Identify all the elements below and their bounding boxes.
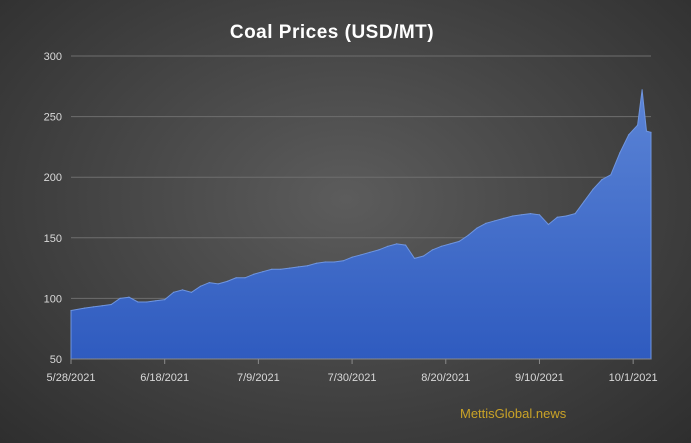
data-point (110, 303, 112, 306)
data-point (422, 255, 425, 257)
data-point (413, 257, 416, 259)
x-tick-label: 9/10/2021 (515, 372, 564, 384)
data-point (521, 214, 523, 216)
data-point (601, 179, 603, 181)
data-point (101, 305, 103, 307)
data-point (253, 273, 255, 275)
data-point (280, 268, 282, 270)
data-point (458, 240, 460, 242)
data-point (512, 215, 514, 217)
data-point (70, 309, 72, 312)
data-point (494, 220, 496, 222)
data-point (297, 266, 300, 268)
data-point (351, 256, 353, 258)
price-area (70, 89, 652, 360)
data-point (306, 265, 309, 267)
data-point (405, 244, 407, 246)
data-point (449, 243, 451, 245)
data-point (556, 216, 558, 218)
data-point (641, 89, 643, 91)
data-point (199, 285, 201, 287)
data-point (190, 291, 193, 293)
data-point (342, 260, 344, 262)
x-tick-label: 8/20/2021 (421, 372, 470, 384)
data-point (164, 299, 166, 301)
data-point (637, 124, 639, 126)
data-point (155, 300, 157, 302)
y-tick-label: 100 (44, 293, 62, 305)
x-tick-label: 5/28/2021 (47, 372, 96, 384)
data-point (529, 213, 532, 215)
data-point (324, 261, 326, 263)
data-point (387, 245, 389, 247)
x-tick-label: 6/18/2021 (140, 372, 189, 384)
data-point (369, 251, 371, 253)
data-point (574, 213, 576, 215)
data-point (538, 214, 541, 216)
data-point (650, 131, 652, 133)
data-point (271, 268, 273, 270)
data-point (485, 222, 487, 224)
data-point (378, 249, 380, 251)
data-point (440, 245, 442, 247)
data-point (119, 297, 121, 299)
data-point (181, 289, 184, 291)
data-point (396, 243, 398, 245)
data-point (315, 262, 317, 264)
data-point (137, 301, 139, 303)
data-point (467, 234, 469, 236)
data-point (146, 301, 148, 303)
data-point (235, 277, 237, 279)
data-point (619, 152, 621, 154)
series-area (70, 89, 652, 360)
data-point (503, 217, 505, 219)
data-point (226, 280, 228, 282)
y-tick-label: 150 (44, 233, 62, 245)
data-point (244, 277, 246, 279)
data-point (431, 249, 433, 251)
x-tick-label: 7/9/2021 (237, 372, 280, 384)
x-tick-label: 10/1/2021 (609, 372, 658, 384)
data-point (547, 223, 550, 226)
y-axis: 50 100 150 200 250 300 (44, 51, 62, 366)
data-point (173, 291, 175, 293)
x-axis: 5/28/2021 6/18/2021 7/9/2021 7/30/2021 8/20/… (47, 358, 658, 384)
x-tick-label: 7/30/2021 (328, 372, 377, 384)
data-point (610, 174, 612, 176)
y-tick-label: 200 (44, 172, 62, 184)
data-point (92, 306, 94, 308)
y-tick-label: 50 (50, 354, 62, 366)
data-point (628, 134, 630, 136)
chart-title: Coal Prices (USD/MT) (230, 22, 434, 43)
y-tick-label: 250 (44, 112, 62, 124)
watermark-text: MettisGlobal.news (460, 406, 567, 421)
data-point (645, 130, 648, 132)
data-point (262, 271, 264, 273)
data-point (208, 282, 210, 284)
data-point (83, 307, 85, 309)
data-point (565, 215, 567, 217)
data-point (333, 261, 335, 263)
data-point (289, 267, 291, 269)
data-point (592, 188, 594, 190)
data-point (360, 254, 362, 256)
y-tick-label: 300 (44, 51, 62, 63)
data-point (128, 296, 130, 298)
data-point (217, 283, 219, 285)
data-point (476, 227, 478, 229)
data-point (583, 200, 585, 202)
